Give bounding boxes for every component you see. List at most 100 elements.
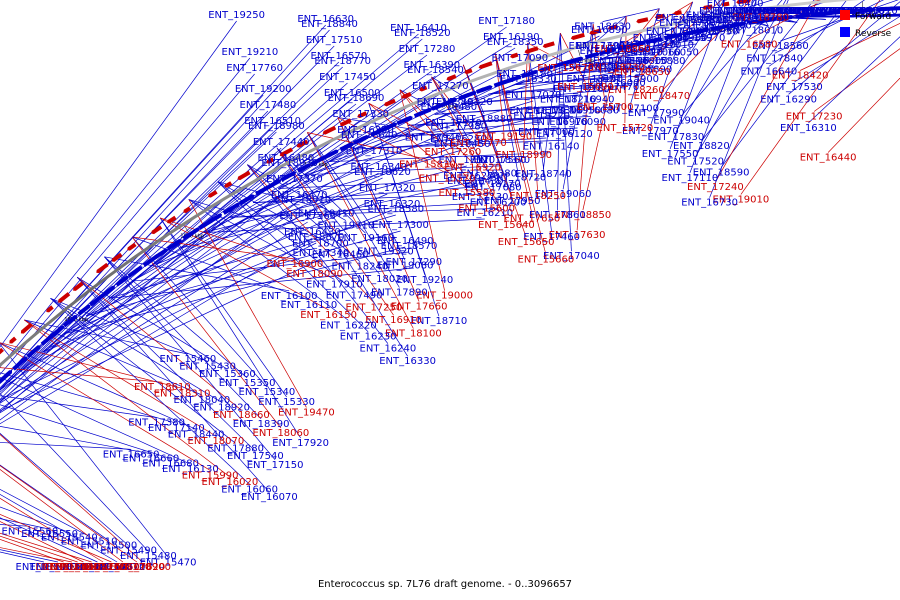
gene-label[interactable]: ENT_16590 bbox=[796, 6, 853, 17]
gene-label[interactable]: ENT_15580 bbox=[439, 188, 496, 199]
gene-label[interactable]: ENT_19240 bbox=[397, 275, 454, 286]
gene-label[interactable]: ENT_18440 bbox=[168, 429, 225, 440]
gene-label[interactable]: ENT_17140 bbox=[148, 423, 205, 434]
gene-label[interactable]: ENT_17390 bbox=[569, 41, 626, 52]
gene-label[interactable]: ENT_16900 bbox=[267, 259, 324, 270]
gene-label[interactable]: ENT_18740 bbox=[515, 169, 572, 180]
gene-label[interactable]: ENT_17550 bbox=[642, 149, 699, 160]
gene-label[interactable]: ENT_16020 bbox=[202, 477, 259, 488]
gene-label[interactable]: ENT_18390 bbox=[233, 419, 290, 430]
gene-label[interactable]: ENT_17460 bbox=[523, 232, 580, 243]
gene-label[interactable]: ENT_15500 bbox=[81, 541, 138, 552]
gene-label[interactable]: ENT_16320 bbox=[364, 199, 421, 210]
gene-label[interactable]: ENT_15330 bbox=[258, 397, 315, 408]
gene-label[interactable]: ENT_16890 bbox=[571, 25, 628, 36]
gene-label[interactable]: ENT_18470 bbox=[634, 91, 691, 102]
gene-label[interactable]: ENT_16560 bbox=[83, 562, 140, 573]
gene-label[interactable]: ENT_18880 bbox=[456, 114, 513, 125]
gene-label[interactable]: ENT_19470 bbox=[278, 407, 335, 418]
gene-label[interactable]: ENT_19160 bbox=[337, 233, 394, 244]
gene-label[interactable]: ENT_16340 bbox=[350, 162, 407, 173]
gene-label[interactable]: ENT_17090 bbox=[491, 53, 548, 64]
gene-label[interactable]: ENT_15610 bbox=[841, 6, 898, 17]
gene-label[interactable]: ENT_15970 bbox=[669, 33, 726, 44]
gene-label[interactable]: ENT_15690 bbox=[557, 82, 614, 93]
gene-label[interactable]: ENT_16080 bbox=[563, 105, 620, 116]
gene-label[interactable]: ENT_18600 bbox=[55, 562, 112, 573]
gene-label[interactable]: ENT_17730 bbox=[659, 18, 716, 29]
gene-label[interactable]: ENT_19200 bbox=[235, 84, 292, 95]
gene-label[interactable]: ENT_18900 bbox=[114, 562, 171, 573]
gene-label[interactable]: ENT_16330 bbox=[379, 356, 436, 367]
gene-label[interactable]: ENT_18720 bbox=[490, 173, 547, 184]
gene-label[interactable]: ENT_16070 bbox=[241, 492, 298, 503]
gene-label[interactable]: ENT_16170 bbox=[509, 106, 566, 117]
gene-label[interactable]: ENT_16420 bbox=[701, 13, 758, 24]
gene-label[interactable]: ENT_18570 bbox=[381, 241, 438, 252]
gene-label[interactable]: ENT_17240 bbox=[687, 182, 744, 193]
gene-label[interactable]: ENT_17680 bbox=[765, 6, 822, 17]
gene-label[interactable]: ENT_15820 bbox=[722, 10, 779, 21]
gene-label[interactable]: ENT_17170 bbox=[425, 118, 482, 129]
gene-label[interactable]: ENT_16000 bbox=[589, 78, 646, 89]
gene-label[interactable]: ENT_16470 bbox=[271, 190, 328, 201]
gene-label[interactable]: ENT_18630 bbox=[574, 22, 631, 33]
gene-label[interactable]: ENT_16090 bbox=[549, 117, 606, 128]
gene-label[interactable]: ENT_16430 bbox=[284, 227, 341, 238]
gene-label[interactable]: ENT_16670 bbox=[770, 6, 827, 17]
gene-label[interactable]: ENT_17520 bbox=[667, 157, 724, 168]
gene-label[interactable]: ENT_18930 bbox=[261, 158, 318, 169]
gene-label[interactable]: ENT_16950 bbox=[545, 105, 602, 116]
gene-label[interactable]: ENT_17290 bbox=[385, 257, 442, 268]
gene-label[interactable]: ENT_19310 bbox=[318, 221, 375, 232]
gene-label[interactable]: ENT_17510 bbox=[306, 35, 363, 46]
gene-label[interactable]: ENT_15560 bbox=[2, 526, 59, 537]
gene-label[interactable]: ENT_17250 bbox=[346, 303, 403, 314]
gene-label[interactable]: ENT_18040 bbox=[174, 395, 231, 406]
gene-label[interactable]: ENT_17990 bbox=[628, 108, 685, 119]
gene-label[interactable]: ENT_17540 bbox=[227, 451, 284, 462]
gene-label[interactable]: ENT_17300 bbox=[372, 220, 429, 231]
gene-label[interactable]: ENT_16770 bbox=[677, 20, 734, 31]
gene-label[interactable]: ENT_15950 bbox=[682, 26, 739, 37]
gene-label[interactable]: ENT_19410 bbox=[298, 209, 355, 220]
gene-label[interactable]: ENT_19320 bbox=[357, 247, 414, 258]
gene-label[interactable]: ENT_19040 bbox=[653, 116, 710, 127]
gene-label[interactable]: ENT_16350 bbox=[337, 125, 394, 136]
gene-label[interactable]: ENT_15640 bbox=[478, 220, 535, 231]
gene-label[interactable]: ENT_16010 bbox=[576, 41, 633, 52]
gene-label[interactable]: ENT_17620 bbox=[109, 562, 166, 573]
gene-label[interactable]: ENT_17910 bbox=[306, 279, 363, 290]
gene-label[interactable]: ENT_17470 bbox=[583, 82, 640, 93]
gene-label[interactable]: ENT_18270 bbox=[35, 562, 92, 573]
gene-label[interactable]: ENT_16230 bbox=[340, 332, 397, 343]
gene-label[interactable]: ENT_18780 bbox=[732, 12, 789, 23]
gene-label[interactable]: ENT_16060 bbox=[221, 484, 278, 495]
gene-label[interactable]: ENT_18210 bbox=[540, 94, 597, 105]
gene-label[interactable]: ENT_15800 bbox=[735, 6, 792, 17]
gene-label[interactable]: ENT_16380 bbox=[417, 97, 474, 108]
gene-label[interactable]: ENT_17770 bbox=[450, 138, 507, 149]
gene-label[interactable]: ENT_16130 bbox=[162, 464, 219, 475]
gene-label[interactable]: ENT_18420 bbox=[772, 71, 829, 82]
gene-label[interactable]: ENT_17030 bbox=[30, 562, 87, 573]
gene-label[interactable]: ENT_15540 bbox=[41, 532, 98, 543]
gene-label[interactable]: ENT_16970 bbox=[531, 117, 588, 128]
gene-label[interactable]: ENT_15670 bbox=[537, 63, 594, 74]
gene-label[interactable]: ENT_16110 bbox=[281, 300, 338, 311]
gene-label[interactable]: ENT_16630 bbox=[297, 14, 354, 25]
gene-label[interactable]: ENT_15360 bbox=[199, 369, 256, 380]
gene-label[interactable]: ENT_18480 bbox=[420, 102, 477, 113]
gene-label[interactable]: ENT_18990 bbox=[495, 150, 552, 161]
gene-label[interactable]: ENT_17690 bbox=[712, 6, 769, 17]
gene-label[interactable]: ENT_18060 bbox=[253, 428, 310, 439]
gene-label[interactable]: ENT_17180 bbox=[478, 16, 535, 27]
gene-label[interactable]: ENT_16800 bbox=[611, 56, 668, 67]
gene-label[interactable]: ENT_15980 bbox=[655, 13, 712, 24]
gene-label[interactable]: ENT_16490 bbox=[377, 236, 434, 247]
gene-label[interactable]: ENT_17720 bbox=[752, 6, 809, 17]
gene-label[interactable]: ENT_18620 bbox=[354, 167, 411, 178]
gene-label[interactable]: ENT_18100 bbox=[385, 329, 442, 340]
gene-label[interactable]: ENT_15780 bbox=[761, 6, 818, 17]
gene-label[interactable]: ENT_19000 bbox=[416, 291, 473, 302]
